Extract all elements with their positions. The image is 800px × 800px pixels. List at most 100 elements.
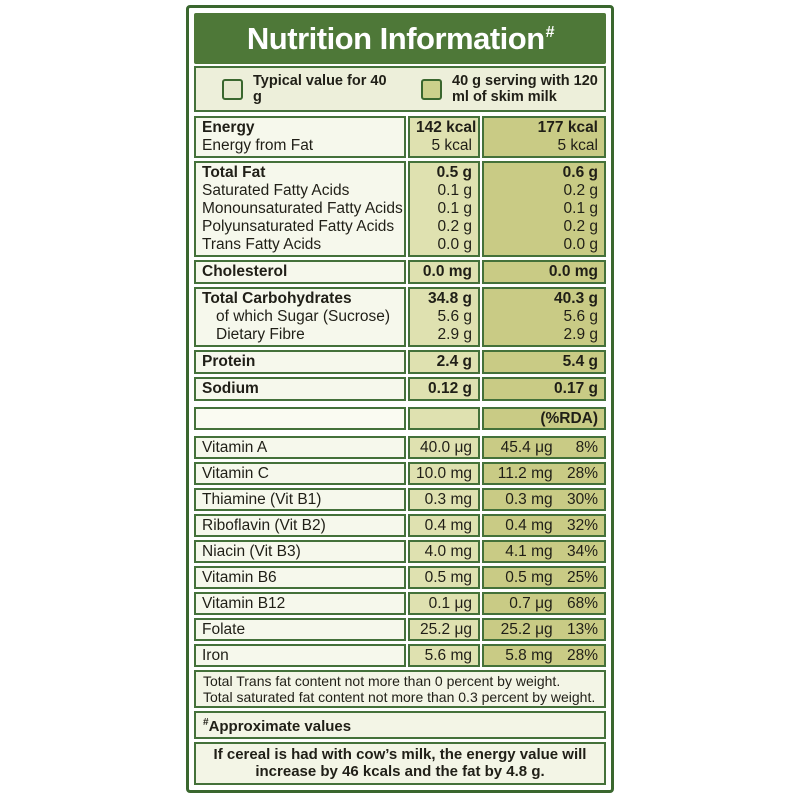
milk-value: 5 kcal	[557, 137, 599, 154]
label-cell: Protein	[194, 350, 406, 374]
milk-cell: 45.4 μg 8%	[482, 436, 606, 459]
rda-percent: 25%	[566, 569, 598, 586]
typical-value: 5 kcal	[431, 137, 473, 154]
typical-value: 0.3 mg	[424, 491, 472, 508]
milk-value: 0.5 mg	[505, 569, 553, 586]
group-cholesterol: Cholesterol 0.0 mg 0.0 mg	[194, 260, 606, 284]
nutrient-label: Sodium	[202, 380, 259, 397]
nutrient-label: Iron	[202, 647, 229, 664]
typical-value: 5.6 g	[437, 308, 472, 325]
rda-percent: 28%	[566, 647, 598, 664]
nutrient-label: Monounsaturated Fatty Acids	[202, 200, 403, 217]
typical-cell: 0.3 mg	[408, 488, 480, 511]
empty-label-cell	[194, 407, 406, 430]
typical-value: 0.1 μg	[428, 595, 472, 612]
milk-value: 5.8 mg	[505, 647, 553, 664]
milk-cell: 25.2 μg 13%	[482, 618, 606, 641]
milk-value: 45.4 μg	[500, 439, 553, 456]
milk-value: 0.7 μg	[509, 595, 553, 612]
milk-cell: 5.4 g	[482, 350, 606, 374]
empty-typical-cell	[408, 407, 480, 430]
title-footnote-mark: #	[545, 23, 555, 41]
rda-percent: 8%	[575, 439, 598, 456]
rda-header-cell: (%RDA)	[482, 407, 606, 430]
typical-value: 2.9 g	[437, 326, 472, 343]
divider-rule	[228, 783, 572, 785]
label-cell: Total Fat Saturated Fatty Acids Monounsa…	[194, 161, 406, 257]
label-cell: Vitamin A	[194, 436, 406, 459]
label-cell: Energy Energy from Fat	[194, 116, 406, 158]
row-niacin: Niacin (Vit B3) 4.0 mg 4.1 mg 34%	[194, 540, 606, 563]
typical-value: 10.0 mg	[416, 465, 473, 482]
nutrient-label: Folate	[202, 621, 246, 638]
typical-value: 0.1 g	[437, 200, 472, 217]
milk-value: 2.9 g	[563, 326, 598, 343]
milk-value: 177 kcal	[537, 119, 598, 136]
rda-header-row: (%RDA)	[194, 407, 606, 430]
typical-cell: 0.5 mg	[408, 566, 480, 589]
legend-item-milk: 40 g serving with 120 ml of skim milk	[391, 73, 604, 105]
milk-note-line2: increase by 46 kcals and the fat by 4.8 …	[255, 763, 545, 780]
nutrient-label: Energy from Fat	[202, 137, 314, 154]
nutrient-label: Protein	[202, 353, 256, 370]
milk-value: 0.4 mg	[505, 517, 553, 534]
nutrient-label: Riboflavin (Vit B2)	[202, 517, 326, 534]
legend-label-typical: Typical value for 40 g	[253, 73, 387, 105]
typical-cell: 4.0 mg	[408, 540, 480, 563]
milk-value: 0.2 g	[563, 218, 598, 235]
milk-cell: 11.2 mg 28%	[482, 462, 606, 485]
nutrient-label: Energy	[202, 119, 255, 136]
typical-cell: 5.6 mg	[408, 644, 480, 667]
label-cell: Niacin (Vit B3)	[194, 540, 406, 563]
nutrient-label: Thiamine (Vit B1)	[202, 491, 322, 508]
label-cell: Cholesterol	[194, 260, 406, 284]
rda-percent: 68%	[566, 595, 598, 612]
nutrient-label: Vitamin B6	[202, 569, 277, 586]
label-cell: Iron	[194, 644, 406, 667]
fat-limits-note: Total Trans fat content not more than 0 …	[194, 670, 606, 708]
typical-value: 34.8 g	[428, 290, 472, 307]
milk-value: 40.3 g	[554, 290, 598, 307]
row-riboflavin: Riboflavin (Vit B2) 0.4 mg 0.4 mg 32%	[194, 514, 606, 537]
typical-value: 0.1 g	[437, 182, 472, 199]
milk-value: 0.2 g	[563, 182, 598, 199]
typical-cell: 25.2 μg	[408, 618, 480, 641]
label-cell: Folate	[194, 618, 406, 641]
milk-cell: 0.7 μg 68%	[482, 592, 606, 615]
group-fats: Total Fat Saturated Fatty Acids Monounsa…	[194, 161, 606, 257]
typical-value: 142 kcal	[416, 119, 477, 136]
label-cell: Riboflavin (Vit B2)	[194, 514, 406, 537]
typical-value-swatch	[222, 78, 243, 100]
nutrient-label: Niacin (Vit B3)	[202, 543, 301, 560]
milk-cell: 0.5 mg 25%	[482, 566, 606, 589]
typical-value: 0.5 mg	[424, 569, 472, 586]
row-iron: Iron 5.6 mg 5.8 mg 28%	[194, 644, 606, 667]
nutrient-label: of which Sugar (Sucrose)	[216, 308, 391, 325]
label-cell: Sodium	[194, 377, 406, 401]
rda-header: (%RDA)	[540, 410, 598, 427]
milk-note-line1: If cereal is had with cow’s milk, the en…	[213, 746, 587, 763]
nutrient-label: Cholesterol	[202, 263, 288, 280]
label-cell: Thiamine (Vit B1)	[194, 488, 406, 511]
label-cell: Vitamin B12	[194, 592, 406, 615]
approx-footnote-mark: #	[203, 717, 209, 728]
typical-cell: 0.12 g	[408, 377, 480, 401]
milk-value: 4.1 mg	[505, 543, 553, 560]
milk-value: 0.1 g	[563, 200, 598, 217]
rda-percent: 34%	[566, 543, 598, 560]
approx-text: Approximate values	[208, 718, 352, 735]
milk-value: 0.0 mg	[548, 263, 598, 280]
typical-cell: 40.0 μg	[408, 436, 480, 459]
legend-label-milk: 40 g serving with 120 ml of skim milk	[452, 73, 598, 105]
typical-value: 0.0 g	[437, 236, 472, 253]
typical-value: 5.6 mg	[424, 647, 472, 664]
typical-cell: 2.4 g	[408, 350, 480, 374]
label-cell: Total Carbohydrates of which Sugar (Sucr…	[194, 287, 406, 347]
rda-percent: 30%	[566, 491, 598, 508]
typical-cell: 0.1 μg	[408, 592, 480, 615]
typical-cell: 10.0 mg	[408, 462, 480, 485]
milk-value: 0.3 mg	[505, 491, 553, 508]
row-thiamine: Thiamine (Vit B1) 0.3 mg 0.3 mg 30%	[194, 488, 606, 511]
group-sodium: Sodium 0.12 g 0.17 g	[194, 377, 606, 401]
milk-cell: 0.6 g 0.2 g 0.1 g 0.2 g 0.0 g	[482, 161, 606, 257]
